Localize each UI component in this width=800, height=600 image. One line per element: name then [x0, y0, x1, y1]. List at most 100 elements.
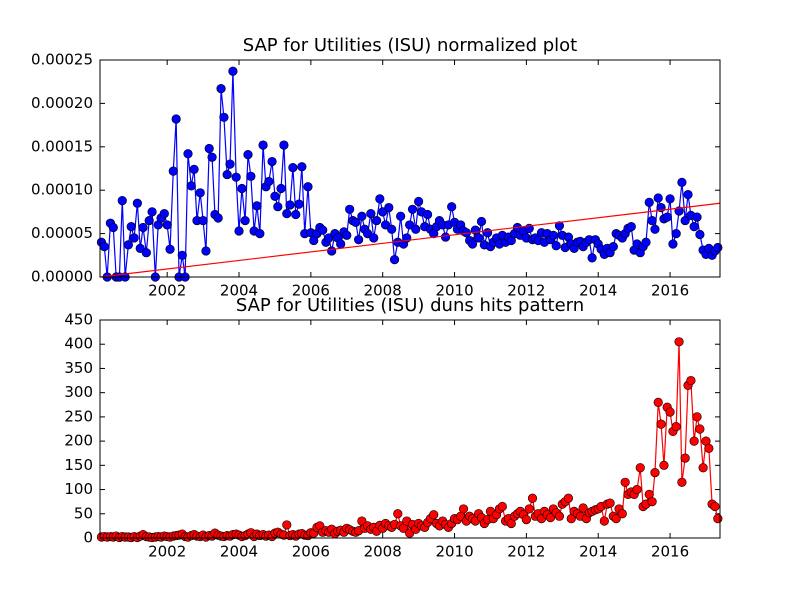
data-point	[641, 237, 651, 247]
data-point	[231, 172, 241, 182]
data-point	[458, 504, 469, 514]
data-point	[264, 176, 274, 187]
data-point	[686, 375, 696, 386]
data-point	[270, 191, 280, 201]
data-point	[671, 421, 681, 432]
data-point	[252, 201, 262, 211]
data-point	[99, 242, 109, 252]
data-point	[351, 217, 361, 227]
data-point	[497, 501, 507, 512]
data-point	[698, 463, 708, 473]
data-point	[689, 222, 699, 232]
data-point	[414, 196, 424, 207]
data-point	[177, 250, 187, 260]
axes-frame	[99, 59, 721, 278]
x-tick-label: 2014	[579, 282, 617, 300]
data-point	[144, 215, 154, 226]
data-point	[279, 140, 289, 150]
data-point	[692, 412, 702, 422]
data-point	[345, 204, 355, 214]
data-point	[599, 516, 609, 526]
data-point	[147, 207, 157, 217]
data-point	[396, 211, 406, 221]
data-point	[282, 520, 292, 530]
data-point	[258, 140, 268, 150]
y-tick-label: 0.00000	[31, 268, 93, 286]
data-point	[527, 493, 538, 503]
data-point	[659, 460, 669, 470]
data-point	[644, 197, 654, 207]
x-tick-label: 2010	[435, 282, 473, 300]
y-tick-label: 0	[83, 529, 93, 547]
data-point	[662, 212, 672, 222]
y-tick-label: 0.00005	[31, 224, 93, 242]
data-point	[222, 169, 232, 180]
data-point	[620, 477, 630, 487]
data-point	[255, 229, 265, 239]
data-point	[207, 152, 217, 162]
data-point	[524, 504, 534, 514]
data-point	[689, 436, 699, 446]
data-point	[132, 198, 142, 208]
y-tick-label: 0.00015	[31, 137, 93, 155]
data-point	[704, 443, 714, 453]
data-point	[389, 255, 400, 265]
data-point	[626, 222, 636, 232]
data-point	[474, 233, 484, 243]
data-point	[171, 114, 181, 124]
data-point	[482, 228, 493, 238]
data-point	[282, 209, 292, 219]
data-point	[677, 177, 687, 187]
data-point	[665, 194, 675, 204]
data-point	[554, 221, 565, 231]
data-point	[213, 213, 223, 223]
y-tick-label: 150	[64, 456, 93, 474]
y-tick-label: 250	[64, 407, 93, 425]
data-point	[129, 233, 139, 243]
x-tick-label: 2006	[292, 282, 330, 300]
data-point	[138, 222, 148, 233]
data-point	[303, 182, 313, 192]
data-point	[201, 246, 211, 256]
data-point	[336, 239, 346, 249]
data-point	[354, 235, 364, 245]
data-point	[411, 224, 421, 234]
x-tick-label: 2008	[364, 282, 402, 300]
data-point	[680, 453, 690, 463]
data-point	[297, 162, 307, 172]
data-point	[393, 509, 403, 519]
plot-area	[100, 320, 720, 538]
data-point	[285, 200, 295, 210]
data-point	[647, 497, 657, 507]
data-point	[578, 503, 588, 513]
x-tick-label: 2012	[507, 282, 545, 300]
data-point	[183, 149, 193, 159]
data-point	[240, 215, 250, 226]
data-point	[342, 230, 352, 240]
data-point	[554, 511, 565, 521]
y-tick-label: 350	[64, 359, 93, 377]
x-tick-label: 2012	[507, 543, 545, 561]
data-point	[291, 209, 301, 220]
data-point	[165, 244, 175, 254]
data-point	[653, 193, 663, 203]
y-tick-label: 0.00010	[31, 181, 93, 199]
data-point	[123, 240, 133, 250]
data-point	[216, 84, 226, 94]
data-point	[429, 510, 439, 520]
y-tick-label: 50	[74, 504, 93, 522]
y-tick-label: 0.00020	[31, 94, 93, 112]
data-point	[710, 501, 720, 512]
data-point	[692, 212, 702, 222]
chart-title: SAP for Utilities (ISU) duns hits patter…	[236, 295, 584, 316]
x-tick-label: 2002	[148, 282, 186, 300]
data-point	[228, 66, 238, 76]
data-point	[186, 181, 196, 191]
data-point	[288, 163, 298, 173]
data-point	[668, 239, 678, 249]
series-line	[99, 202, 721, 278]
data-point	[656, 419, 666, 429]
data-point	[617, 509, 627, 519]
data-point	[204, 143, 214, 154]
